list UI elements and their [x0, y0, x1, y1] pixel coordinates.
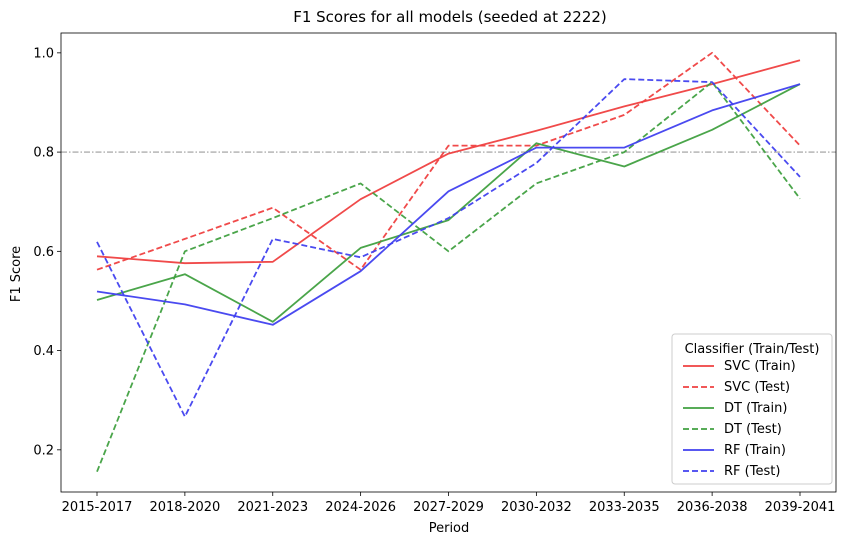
x-axis-label: Period [429, 521, 470, 536]
x-axis-ticks: 2015-2017 2018-2020 2021-2023 2024-2026 2027… [62, 492, 836, 515]
series-line-dt-train [96, 83, 801, 323]
legend-label-rf-train: RF (Train) [724, 443, 786, 458]
legend-label-dt-test: DT (Test) [724, 422, 782, 437]
legend-title: Classifier (Train/Test) [685, 342, 820, 357]
y-tick-label: 0.2 [33, 443, 54, 458]
series-line-svc-train [96, 59, 801, 265]
y-tick-label: 0.4 [33, 344, 54, 359]
y-tick-label: 1.0 [33, 46, 54, 61]
legend-label-rf-test: RF (Test) [724, 464, 780, 479]
y-axis-ticks: 0.2 0.4 0.6 0.8 1.0 [33, 46, 61, 458]
series-line-rf-train [96, 83, 801, 326]
legend-box [671, 333, 833, 485]
x-tick-label: 2033-2035 [589, 500, 660, 515]
x-tick-label: 2039-2041 [765, 500, 836, 515]
series-line-rf-test [96, 78, 801, 418]
x-tick-label: 2021-2023 [237, 500, 308, 515]
legend: Classifier (Train/Test) SVC (Train) SVC (… [671, 333, 833, 485]
legend-label-dt-train: DT (Train) [724, 401, 787, 416]
y-axis-label: F1 Score [9, 246, 24, 302]
x-tick-label: 2018-2020 [149, 500, 220, 515]
y-tick-label: 0.6 [33, 245, 54, 260]
y-tick-label: 0.8 [33, 146, 54, 161]
x-tick-label: 2015-2017 [62, 500, 133, 515]
legend-label-svc-train: SVC (Train) [724, 359, 796, 374]
series-line-svc-test [96, 51, 801, 271]
x-tick-label: 2030-2032 [501, 500, 572, 515]
chart-title: F1 Scores for all models (seeded at 2222… [293, 8, 607, 26]
x-tick-label: 2036-2038 [677, 500, 748, 515]
series-line-dt-test [96, 81, 801, 473]
series-layer [96, 51, 801, 473]
x-tick-label: 2027-2029 [413, 500, 484, 515]
x-tick-label: 2024-2026 [325, 500, 396, 515]
legend-label-svc-test: SVC (Test) [724, 380, 790, 395]
